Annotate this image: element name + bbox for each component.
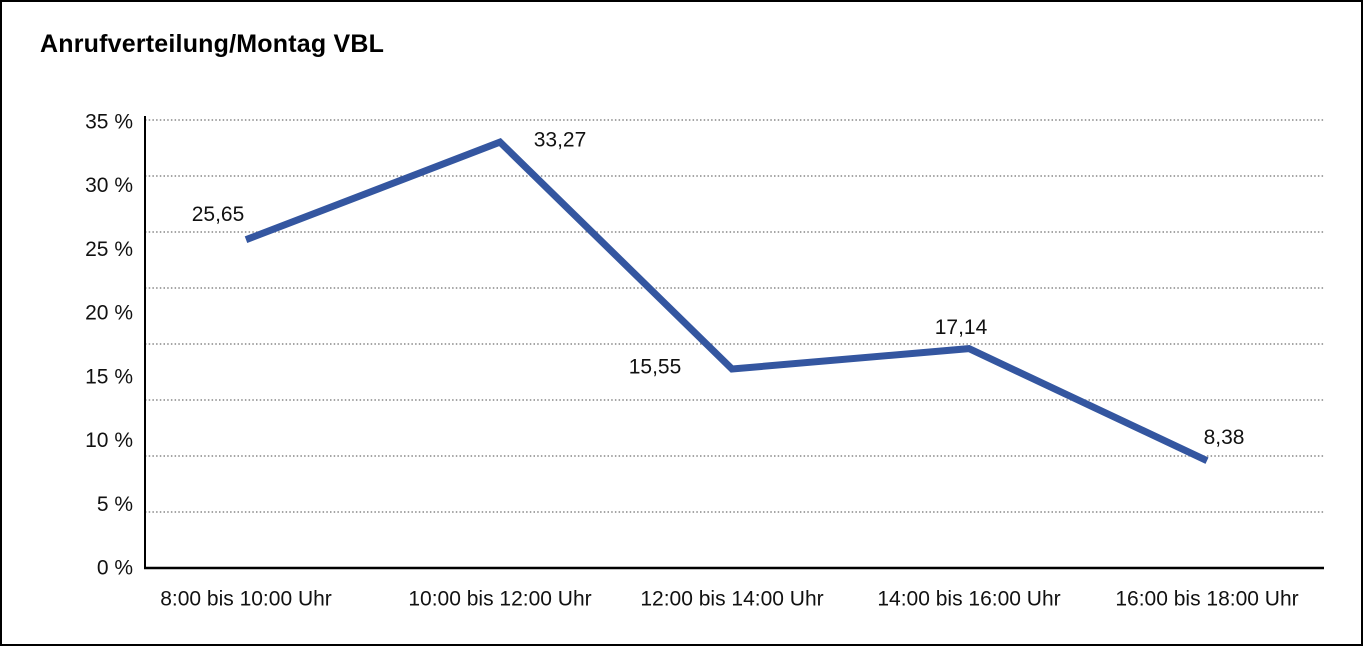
data-label: 17,14 xyxy=(935,316,988,339)
y-tick-label: 10 % xyxy=(85,429,133,452)
data-label: 25,65 xyxy=(192,203,245,226)
y-tick-label: 0 % xyxy=(97,557,133,580)
x-tick-label: 12:00 bis 14:00 Uhr xyxy=(640,588,823,611)
x-tick-label: 8:00 bis 10:00 Uhr xyxy=(160,588,332,611)
y-tick-label: 35 % xyxy=(85,111,133,134)
data-label: 33,27 xyxy=(534,129,587,152)
y-tick-label: 25 % xyxy=(85,238,133,261)
x-tick-label: 14:00 bis 16:00 Uhr xyxy=(877,588,1060,611)
data-label: 15,55 xyxy=(629,355,682,378)
x-tick-label: 16:00 bis 18:00 Uhr xyxy=(1115,588,1298,611)
y-tick-label: 30 % xyxy=(85,174,133,197)
y-tick-label: 20 % xyxy=(85,302,133,325)
y-tick-label: 5 % xyxy=(97,493,133,516)
y-tick-label: 15 % xyxy=(85,365,133,388)
chart-title: Anrufverteilung/Montag VBL xyxy=(40,30,385,58)
x-tick-label: 10:00 bis 12:00 Uhr xyxy=(408,588,591,611)
data-label: 8,38 xyxy=(1204,426,1245,449)
series-line xyxy=(244,138,1209,464)
